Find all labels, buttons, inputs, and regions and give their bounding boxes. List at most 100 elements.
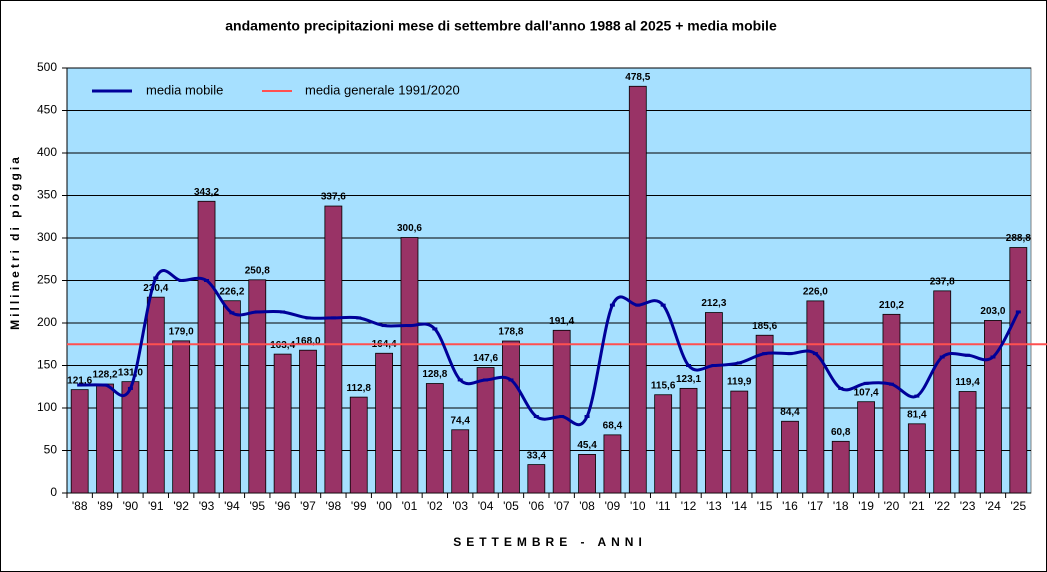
x-tick-label: '93 bbox=[199, 499, 215, 513]
value-label: 478,5 bbox=[625, 72, 650, 83]
x-tick-label: '11 bbox=[656, 499, 671, 513]
bar bbox=[476, 367, 495, 494]
line-marker bbox=[762, 352, 768, 356]
x-tick-label: '12 bbox=[681, 499, 697, 513]
bar bbox=[552, 329, 571, 494]
line-marker bbox=[863, 381, 869, 385]
line-marker bbox=[305, 316, 311, 320]
line-marker bbox=[432, 327, 438, 331]
legend-label: media mobile bbox=[146, 82, 223, 97]
x-tick-label: '16 bbox=[782, 499, 798, 513]
bar bbox=[654, 394, 673, 494]
y-tick-label: 150 bbox=[37, 358, 57, 372]
value-label: 250,8 bbox=[245, 265, 270, 276]
bar bbox=[299, 349, 317, 494]
line-marker bbox=[660, 303, 666, 307]
y-tick-label: 100 bbox=[37, 400, 57, 414]
value-label: 185,6 bbox=[752, 321, 777, 332]
x-tick-label: '07 bbox=[554, 499, 570, 513]
value-label: 147,6 bbox=[473, 353, 498, 364]
y-tick-label: 250 bbox=[37, 273, 57, 287]
line-marker bbox=[787, 352, 793, 356]
x-tick-label: '97 bbox=[300, 499, 316, 513]
line-marker bbox=[888, 382, 894, 386]
value-label: 45,4 bbox=[577, 440, 597, 451]
line-marker bbox=[686, 364, 692, 367]
x-tick-label: '01 bbox=[402, 499, 418, 513]
x-tick-label: '18 bbox=[833, 499, 849, 513]
bar bbox=[349, 396, 368, 494]
x-tick-label: '92 bbox=[173, 499, 189, 513]
value-label: 210,2 bbox=[879, 300, 904, 311]
bar bbox=[857, 401, 876, 494]
bar bbox=[400, 237, 419, 494]
line-marker bbox=[711, 364, 717, 367]
value-label: 128,8 bbox=[422, 369, 447, 380]
y-axis-title: Millimetri di pioggia bbox=[8, 154, 22, 330]
line-marker bbox=[406, 324, 412, 328]
x-tick-label: '04 bbox=[478, 499, 494, 513]
line-marker bbox=[939, 355, 945, 359]
line-marker bbox=[508, 378, 514, 382]
bar bbox=[248, 279, 267, 494]
x-tick-label: '19 bbox=[858, 499, 874, 513]
x-tick-label: '91 bbox=[148, 499, 164, 513]
bar bbox=[502, 340, 520, 494]
line-marker bbox=[457, 378, 463, 382]
bar bbox=[375, 352, 394, 494]
bar bbox=[324, 205, 343, 494]
bar bbox=[146, 296, 165, 494]
bar bbox=[730, 390, 749, 494]
x-tick-label: '89 bbox=[97, 499, 113, 513]
value-label: 168,0 bbox=[295, 336, 320, 347]
value-label: 115,6 bbox=[651, 380, 676, 391]
bar bbox=[755, 334, 774, 494]
bar bbox=[451, 429, 470, 494]
legend-label: media generale 1991/2020 bbox=[305, 82, 460, 97]
value-label: 81,4 bbox=[907, 409, 927, 420]
bar bbox=[831, 440, 850, 494]
value-label: 84,4 bbox=[780, 407, 800, 418]
value-label: 237,8 bbox=[930, 277, 955, 288]
value-label: 121,6 bbox=[67, 375, 92, 386]
value-label: 343,2 bbox=[194, 187, 219, 198]
line-marker bbox=[914, 394, 920, 398]
x-tick-label: '98 bbox=[326, 499, 342, 513]
line-marker bbox=[559, 415, 565, 418]
line-marker bbox=[635, 303, 641, 307]
y-tick-label: 350 bbox=[37, 188, 57, 202]
x-tick-label: '08 bbox=[579, 499, 595, 513]
bar bbox=[781, 420, 799, 494]
line-marker bbox=[609, 303, 615, 307]
bar bbox=[679, 387, 698, 494]
line-marker bbox=[965, 353, 971, 357]
bar bbox=[273, 353, 292, 494]
bar bbox=[603, 434, 622, 494]
x-tick-label: '88 bbox=[72, 499, 88, 513]
line-marker bbox=[838, 386, 844, 390]
bar bbox=[704, 312, 723, 494]
x-tick-label: '22 bbox=[934, 499, 950, 513]
x-tick-label: '99 bbox=[351, 499, 367, 513]
line-marker bbox=[229, 311, 235, 315]
bar bbox=[96, 383, 114, 494]
line-marker bbox=[153, 276, 159, 280]
line-marker bbox=[330, 316, 336, 320]
line-marker bbox=[280, 310, 286, 314]
y-tick-label: 450 bbox=[37, 103, 57, 117]
bar bbox=[172, 340, 191, 494]
y-tick-label: 50 bbox=[44, 443, 58, 457]
bar bbox=[425, 383, 444, 494]
value-label: 68,4 bbox=[603, 421, 623, 432]
bar bbox=[222, 300, 241, 494]
x-tick-label: '25 bbox=[1010, 499, 1026, 513]
x-tick-label: '94 bbox=[224, 499, 240, 513]
line-marker bbox=[736, 361, 742, 365]
bar bbox=[197, 200, 216, 494]
line-marker bbox=[584, 415, 590, 418]
value-label: 203,0 bbox=[980, 306, 1005, 317]
y-tick-label: 300 bbox=[37, 230, 57, 244]
line-marker bbox=[102, 383, 108, 387]
x-tick-label: '03 bbox=[452, 499, 468, 513]
line-marker bbox=[356, 316, 362, 320]
